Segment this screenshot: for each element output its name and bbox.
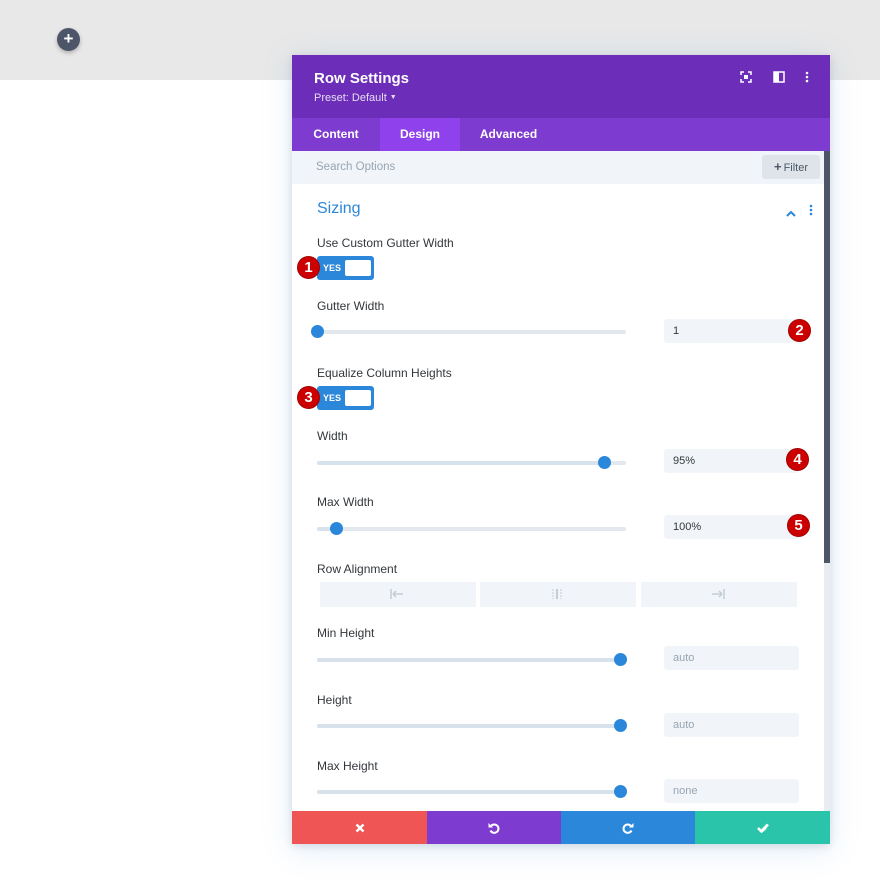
max-width-input[interactable]: 100%: [664, 515, 799, 539]
slider-fill: [317, 461, 605, 465]
tab-advanced[interactable]: Advanced: [479, 127, 538, 141]
modal-header[interactable]: Row Settings Preset: Default ▼: [292, 55, 830, 118]
close-icon: [355, 823, 364, 832]
height-slider[interactable]: [317, 719, 627, 732]
align-left-icon: [390, 589, 403, 599]
modal-title: Row Settings: [314, 70, 410, 87]
undo-button[interactable]: [427, 811, 561, 844]
resize-handle-icon: [758, 823, 767, 832]
slider-fill: [317, 724, 620, 728]
section-title-sizing[interactable]: Sizing: [317, 200, 361, 217]
more-options-icon[interactable]: [799, 71, 815, 87]
align-right-icon: [712, 589, 725, 599]
save-button[interactable]: [695, 811, 830, 844]
cancel-button[interactable]: [292, 811, 427, 844]
slider-handle[interactable]: [311, 325, 324, 338]
row-alignment-buttons: [320, 582, 798, 607]
annotation-badge: 1: [297, 256, 320, 279]
toggle-state-text: YES: [323, 263, 342, 273]
width-label: Width: [317, 429, 348, 443]
plus-icon: +: [773, 159, 782, 174]
redo-icon: [622, 822, 634, 834]
align-right-button[interactable]: [641, 582, 797, 607]
align-center-icon: [552, 589, 562, 599]
chevron-up-icon[interactable]: [786, 204, 796, 222]
more-options-icon[interactable]: [809, 203, 813, 221]
slider-fill: [317, 527, 336, 531]
slider-handle[interactable]: [613, 719, 627, 732]
slider-handle[interactable]: [613, 785, 627, 798]
filter-button[interactable]: + Filter: [762, 155, 820, 179]
tab-content[interactable]: Content: [313, 127, 359, 141]
height-label: Height: [317, 693, 352, 707]
toggle-knob: [345, 260, 371, 276]
min-height-slider[interactable]: [317, 653, 627, 666]
toggle-knob: [345, 390, 371, 406]
row-alignment-label: Row Alignment: [317, 562, 398, 576]
width-input[interactable]: 95%: [664, 449, 799, 473]
gutter-width-slider[interactable]: [311, 325, 626, 338]
gutter-width-input[interactable]: 1: [664, 319, 799, 343]
modal-footer: [292, 811, 830, 844]
slider-handle[interactable]: [598, 456, 612, 469]
align-left-button[interactable]: [320, 582, 476, 607]
slider-handle[interactable]: [329, 522, 343, 535]
custom-gutter-toggle[interactable]: YES: [317, 256, 374, 280]
annotation-badge: 4: [786, 448, 809, 471]
tab-bar: Content Design Advanced: [292, 118, 830, 151]
annotation-badge: 5: [787, 514, 810, 537]
custom-gutter-label: Use Custom Gutter Width: [317, 236, 454, 250]
slider-fill: [317, 790, 620, 794]
equalize-heights-label: Equalize Column Heights: [317, 366, 452, 380]
max-width-slider[interactable]: [317, 522, 626, 535]
min-height-label: Min Height: [317, 626, 375, 640]
search-bar: Search Options + Filter: [292, 151, 824, 184]
width-slider[interactable]: [317, 456, 626, 469]
slider-handle[interactable]: [613, 653, 627, 666]
max-height-input[interactable]: none: [664, 779, 799, 803]
row-settings-modal: Row Settings Preset: Default ▼ Content De…: [292, 55, 830, 844]
max-width-label: Max Width: [317, 495, 374, 509]
align-center-button[interactable]: [480, 582, 636, 607]
filter-label: Filter: [783, 162, 809, 174]
annotation-badge: 3: [297, 386, 320, 409]
equalize-heights-toggle[interactable]: YES: [317, 386, 374, 410]
gutter-width-label: Gutter Width: [317, 299, 385, 313]
height-input[interactable]: auto: [664, 713, 799, 737]
undo-icon: [488, 822, 500, 834]
caret-down-icon: ▼: [389, 94, 397, 101]
split-view-icon[interactable]: [771, 71, 787, 87]
search-input[interactable]: Search Options: [316, 161, 396, 173]
toggle-state-text: YES: [323, 393, 342, 403]
check-icon: [756, 823, 769, 833]
max-height-slider[interactable]: [317, 785, 627, 798]
scrollbar-thumb[interactable]: [824, 151, 830, 563]
preset-label: Preset: Default: [314, 92, 387, 104]
redo-button[interactable]: [561, 811, 695, 844]
add-row-button[interactable]: +: [57, 28, 80, 51]
preset-dropdown[interactable]: Preset: Default ▼: [314, 92, 397, 104]
tab-design[interactable]: Design: [380, 118, 460, 151]
plus-icon: +: [63, 29, 74, 48]
max-height-label: Max Height: [317, 759, 378, 773]
fullscreen-icon[interactable]: [738, 71, 754, 87]
slider-fill: [317, 658, 620, 662]
min-height-input[interactable]: auto: [664, 646, 799, 670]
annotation-badge: 2: [788, 319, 811, 342]
